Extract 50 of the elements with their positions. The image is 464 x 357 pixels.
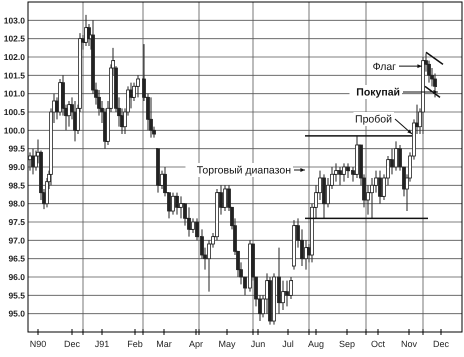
candlestick (292, 220, 296, 270)
annotation: Покупай (356, 86, 400, 99)
annotation: Торговый диапазон (196, 164, 292, 177)
x-tick-label: Dec (432, 339, 450, 349)
candlestick (223, 184, 227, 212)
y-tick-label: 95.5 (8, 290, 26, 300)
y-tick-label: 99.5 (8, 144, 26, 154)
y-tick-label: 96.5 (8, 254, 26, 264)
y-tick-label: 98.0 (8, 198, 26, 209)
candlestick (355, 135, 359, 178)
x-tick-label: J91 (94, 339, 110, 349)
x-tick-label: Apr (188, 339, 204, 349)
y-tick-label: 101.0 (4, 88, 26, 99)
x-tick-label: Nov (400, 339, 418, 349)
y-tick-label: 96.0 (8, 272, 26, 282)
y-tick-label: 102.5 (4, 34, 26, 44)
candlestick (338, 166, 342, 186)
candlestick (149, 96, 153, 138)
x-tick-label: May (218, 339, 236, 349)
y-tick-label: 97.5 (8, 216, 26, 227)
candlestick (342, 162, 346, 182)
x-tick-label: Aug (308, 339, 324, 349)
y-tick-label: 95.0 (8, 308, 26, 319)
candlestick (175, 192, 179, 216)
candlestick (156, 148, 160, 194)
y-tick-label: 97.0 (8, 235, 26, 246)
candlestick (171, 192, 175, 216)
candlestick (394, 140, 398, 172)
candlestick (187, 206, 191, 238)
annotation: Флаг (372, 60, 396, 73)
x-tick-label: N90 (30, 339, 46, 349)
y-tick-label: 99.0 (8, 162, 26, 172)
candlestick (136, 74, 140, 98)
x-tick-label: Feb (127, 339, 143, 349)
x-tick-label: Jul (282, 339, 294, 349)
x-tick-label: Dec (64, 339, 80, 349)
x-tick-label: Jun (250, 339, 266, 349)
candlestick (285, 280, 289, 307)
candlestick (281, 280, 285, 310)
x-tick-label: Sep (338, 339, 356, 349)
y-tick-label: 100.5 (4, 106, 26, 117)
x-tick-label: Oct (370, 339, 386, 349)
annotation: Пробой (355, 114, 392, 126)
candlestick (421, 56, 425, 134)
y-tick-label: 100.0 (4, 125, 26, 136)
y-tick-label: 98.5 (8, 180, 26, 190)
y-tick-label: 101.5 (4, 70, 26, 80)
y-tick-label: 103.0 (4, 15, 26, 26)
y-tick-label: 102.0 (4, 52, 26, 62)
x-tick-label: Mar (156, 339, 172, 349)
